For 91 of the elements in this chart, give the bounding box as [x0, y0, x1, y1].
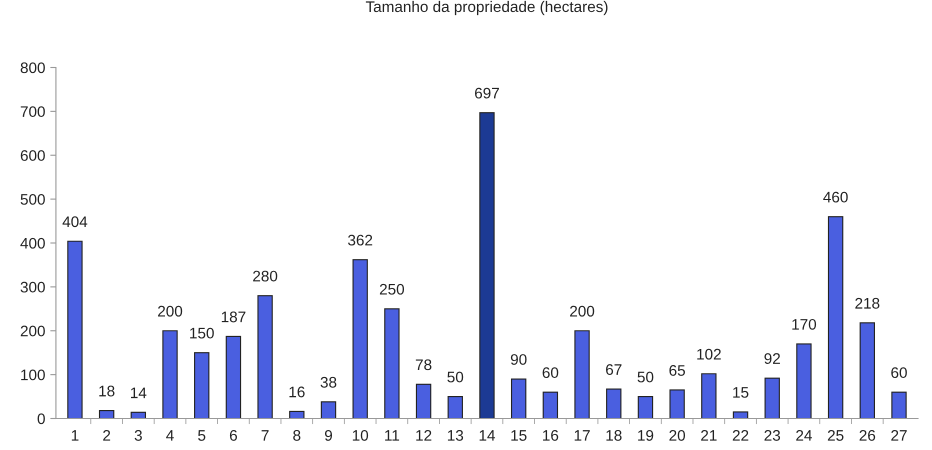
data-label: 65 — [669, 365, 685, 376]
data-label: 78 — [416, 359, 432, 370]
x-tick-label: 25 — [828, 430, 844, 441]
x-tick-label: 12 — [416, 430, 432, 441]
x-tick-label: 19 — [638, 430, 654, 441]
y-tick-label: 0 — [38, 413, 45, 424]
y-tick-label: 300 — [20, 282, 45, 293]
data-label: 280 — [253, 270, 278, 282]
y-tick-label: 700 — [20, 106, 45, 118]
bar — [574, 330, 590, 418]
x-tick-label: 14 — [480, 430, 496, 441]
x-tick-label: 21 — [701, 430, 717, 441]
data-label: 90 — [510, 354, 527, 365]
data-label: 362 — [348, 234, 372, 246]
data-label: 170 — [792, 318, 816, 330]
x-tick-label: 16 — [543, 430, 558, 441]
data-label: 200 — [570, 306, 594, 317]
data-label: 404 — [62, 216, 88, 228]
data-label: 92 — [764, 353, 780, 364]
data-label: 102 — [697, 348, 721, 360]
bar — [701, 373, 717, 418]
bar — [98, 410, 114, 418]
data-label: 200 — [158, 306, 182, 317]
x-tick-label: 20 — [669, 430, 686, 441]
bar — [67, 240, 83, 418]
data-label: 218 — [855, 298, 880, 309]
y-tick-label: 500 — [20, 194, 45, 205]
x-tick-label: 23 — [764, 430, 780, 441]
bar — [510, 378, 526, 418]
data-label: 18 — [99, 386, 114, 396]
bar — [416, 384, 432, 418]
bar — [352, 259, 368, 418]
data-label: 38 — [320, 376, 336, 388]
data-label: 187 — [222, 312, 246, 322]
bar — [764, 378, 780, 418]
x-tick-label: 24 — [796, 430, 812, 441]
x-tick-label: 15 — [511, 430, 527, 441]
bar — [479, 112, 495, 418]
x-tick-label: 2 — [103, 430, 110, 441]
y-tick-label: 400 — [20, 238, 45, 249]
data-label: 16 — [289, 386, 305, 398]
y-tick-label: 800 — [20, 62, 45, 74]
x-tick-label: 6 — [230, 430, 237, 441]
x-tick-label: 11 — [385, 430, 400, 441]
bar — [226, 336, 242, 418]
data-label: 50 — [638, 372, 654, 382]
data-label: 60 — [891, 367, 907, 378]
x-tick-label: 26 — [860, 430, 876, 441]
x-tick-label: 5 — [198, 430, 206, 441]
data-label: 697 — [475, 88, 499, 99]
y-tick-label: 200 — [20, 326, 45, 336]
bar — [194, 352, 210, 418]
bar — [289, 410, 304, 418]
data-label: 50 — [447, 372, 464, 382]
x-tick-label: 7 — [262, 430, 269, 441]
x-tick-label: 27 — [891, 430, 907, 441]
x-tick-label: 22 — [732, 430, 748, 441]
bar — [796, 343, 812, 418]
x-tick-label: 4 — [166, 430, 174, 441]
bar — [732, 411, 748, 418]
bar — [162, 330, 178, 418]
bar — [638, 396, 654, 418]
bar — [448, 396, 463, 418]
data-label: 250 — [380, 284, 404, 295]
data-label: 14 — [130, 388, 146, 398]
bar — [542, 392, 558, 418]
x-tick-label: 13 — [448, 430, 464, 441]
data-label: 67 — [606, 364, 622, 375]
chart-title: Tamanho da propriedade (hectares) — [366, 0, 608, 16]
x-tick-label: 10 — [352, 430, 368, 441]
y-tick-label: 600 — [20, 150, 45, 161]
data-label: 15 — [733, 387, 748, 398]
bar — [384, 308, 400, 418]
bar — [257, 295, 273, 418]
y-tick-label: 100 — [21, 369, 45, 380]
bar — [828, 216, 844, 418]
x-tick-label: 3 — [134, 430, 142, 441]
x-tick-label: 1 — [72, 430, 78, 441]
x-tick-label: 17 — [574, 430, 590, 441]
data-label: 60 — [542, 367, 558, 378]
bar — [320, 401, 336, 418]
bar — [130, 412, 146, 418]
data-label: 150 — [190, 328, 214, 339]
x-tick-label: 8 — [293, 430, 300, 441]
bar — [669, 389, 685, 418]
x-tick-label: 18 — [606, 430, 622, 441]
bar — [860, 322, 875, 418]
bar — [891, 392, 907, 418]
data-label: 460 — [823, 192, 848, 203]
x-tick-label: 9 — [324, 430, 332, 441]
bar — [606, 388, 622, 418]
